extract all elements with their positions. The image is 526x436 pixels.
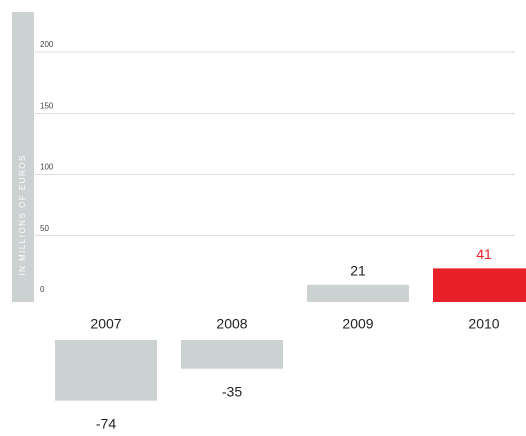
axis-strip (12, 12, 34, 302)
bar (181, 340, 283, 369)
value-label: 21 (350, 262, 366, 278)
value-label: -35 (222, 383, 242, 399)
y-tick-label: 150 (40, 101, 54, 110)
x-tick-label: 2008 (216, 316, 247, 332)
y-tick-label: 100 (40, 163, 54, 172)
y-tick-label: 50 (40, 224, 49, 233)
y-tick-label: 200 (40, 40, 54, 49)
value-label: 41 (476, 246, 492, 262)
y-tick-label: 0 (40, 285, 45, 294)
bar (307, 284, 409, 302)
x-tick-label: 2007 (90, 316, 121, 332)
bar (55, 340, 157, 401)
x-tick-label: 2010 (468, 316, 499, 332)
y-axis-label: IN MILLIONS OF EUROS (18, 154, 27, 276)
value-label: -74 (96, 415, 116, 431)
x-tick-label: 2009 (342, 316, 373, 332)
bar (433, 268, 526, 302)
